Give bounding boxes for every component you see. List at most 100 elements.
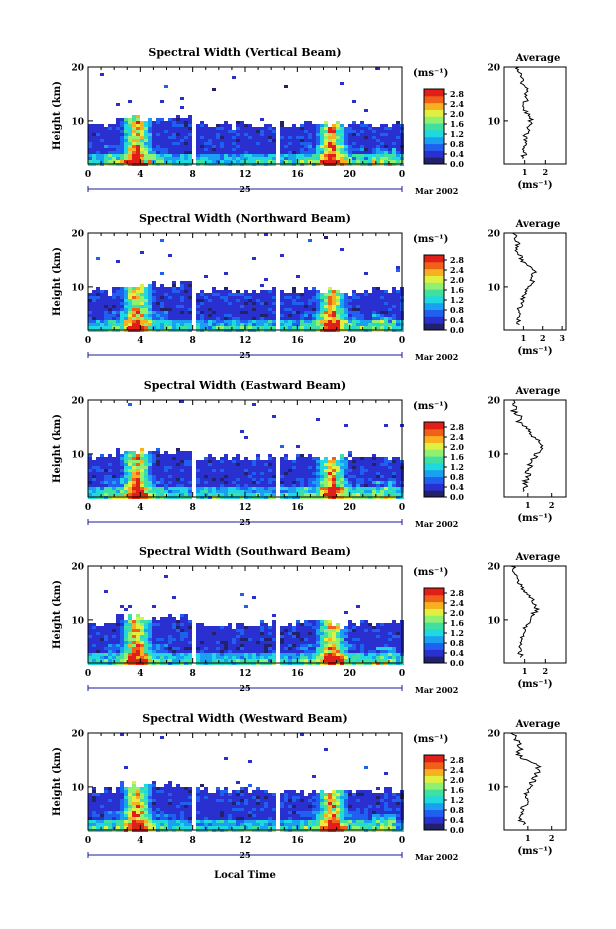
x-tick-label: 8 [190, 503, 196, 513]
colorbar-swatch [424, 282, 444, 290]
date-label: Mar 2002 [415, 352, 458, 362]
colorbar-tick-label: 2.0 [450, 608, 464, 618]
day-label: 25 [239, 350, 250, 360]
colorbar-swatch [424, 490, 444, 498]
colorbar-swatch [424, 755, 444, 763]
colorbar-swatch [424, 442, 444, 450]
colorbar-tick-label: 1.6 [450, 285, 464, 295]
x-tick-label: 8 [190, 336, 196, 346]
profile-frame [503, 399, 567, 498]
average-profile: Average 20 10 1 2 (ms⁻¹) [487, 719, 567, 857]
x-tick-label: 0 [399, 170, 405, 180]
y-tick-label: 20 [71, 563, 84, 573]
x-tick-label: 12 [239, 836, 252, 846]
colorbar-swatch [424, 323, 444, 331]
colorbar-tick-label: 0.0 [450, 492, 464, 502]
profile-x-tick-label: 2 [543, 167, 549, 177]
profile-x-tick-label: 1 [522, 666, 528, 676]
average-profile: Average 20 10 1 2 (ms⁻¹) [487, 53, 567, 191]
colorbar-tick-label: 0.0 [450, 825, 464, 835]
colorbar-swatch [424, 768, 444, 776]
heatmap-cells [88, 733, 404, 832]
colorbar-swatch [424, 422, 444, 430]
panel-title: Spectral Width (Vertical Beam) [148, 46, 341, 59]
colorbar-swatch [424, 635, 444, 644]
colorbar-swatch [424, 143, 444, 151]
x-tick-label: 4 [137, 170, 143, 180]
day-label: 25 [239, 517, 250, 527]
y-axis-label: Height (km) [52, 580, 63, 649]
colorbar-swatch [424, 594, 444, 603]
x-tick-label: 0 [85, 170, 91, 180]
profile-title: Average [515, 386, 561, 397]
x-tick-label: 4 [137, 336, 143, 346]
colorbar-swatch [424, 649, 444, 657]
colorbar-swatch [424, 588, 444, 596]
y-axis-label: Height (km) [52, 247, 63, 316]
colorbar-tick-label: 1.6 [450, 618, 464, 628]
y-tick-label: 10 [71, 783, 84, 793]
date-label: Mar 2002 [415, 852, 458, 862]
colorbar-swatch [424, 809, 444, 817]
colorbar-swatch [424, 316, 444, 324]
x-tick-label: 16 [291, 669, 304, 679]
y-axis-label: Height (km) [52, 747, 63, 816]
colorbar-tick-label: 2.0 [450, 109, 464, 119]
profile-y-tick-label: 10 [487, 450, 500, 460]
colorbar-swatch [424, 601, 444, 609]
profile-unit: (ms⁻¹) [517, 679, 552, 690]
y-tick-label: 20 [71, 64, 84, 74]
colorbar-swatch [424, 275, 444, 283]
colorbar-swatch [424, 157, 444, 165]
profile-title: Average [515, 719, 561, 730]
colorbar-swatch [424, 295, 444, 304]
colorbar-tick-label: 2.0 [450, 775, 464, 785]
panel-3: Spectral Width (Eastward Beam)2010Height… [52, 379, 567, 529]
panel-title: Spectral Width (Northward Beam) [139, 212, 351, 225]
colorbar-unit: (ms⁻¹) [413, 567, 448, 578]
x-tick-label: 0 [85, 836, 91, 846]
colorbar-tick-label: 0.4 [450, 482, 464, 492]
colorbar-tick-label: 0.4 [450, 815, 464, 825]
day-label: 25 [239, 683, 250, 693]
y-tick-label: 20 [71, 230, 84, 240]
colorbar-swatch [424, 476, 444, 484]
colorbar-swatch [424, 622, 444, 630]
colorbar-swatch [424, 816, 444, 824]
x-tick-label: 16 [291, 836, 304, 846]
x-tick-label: 0 [399, 669, 405, 679]
y-tick-label: 10 [71, 450, 84, 460]
colorbar-tick-label: 2.8 [450, 255, 464, 265]
x-tick-label: 16 [291, 336, 304, 346]
colorbar-unit: (ms⁻¹) [413, 401, 448, 412]
profile-x-tick-label: 2 [549, 500, 555, 510]
profile-x-tick-label: 1 [521, 333, 527, 343]
x-tick-label: 12 [239, 336, 252, 346]
colorbar-swatch [424, 435, 444, 443]
colorbar-swatch [424, 823, 444, 831]
profile-line [514, 66, 535, 159]
profile-x-tick-label: 2 [549, 833, 555, 843]
colorbar-swatch [424, 775, 444, 783]
colorbar-swatch [424, 89, 444, 97]
y-tick-label: 20 [71, 397, 84, 407]
x-tick-label: 16 [291, 170, 304, 180]
x-tick-label: 0 [399, 836, 405, 846]
x-axis-title: Local Time [214, 870, 276, 881]
colorbar-swatch [424, 615, 444, 623]
x-tick-label: 12 [239, 170, 252, 180]
profile-line [510, 565, 541, 658]
colorbar-tick-label: 0.8 [450, 139, 464, 149]
profile-unit: (ms⁻¹) [517, 180, 552, 191]
x-tick-label: 20 [343, 170, 356, 180]
average-profile: Average 20 10 1 2 (ms⁻¹) [487, 552, 567, 690]
colorbar-unit: (ms⁻¹) [413, 68, 448, 79]
colorbar-swatch [424, 789, 444, 797]
colorbar-swatch [424, 109, 444, 117]
profile-line [510, 399, 544, 492]
colorbar-swatch [424, 802, 444, 811]
colorbar-frame [423, 754, 445, 831]
colorbar-swatch [424, 268, 444, 276]
colorbar-unit: (ms⁻¹) [413, 734, 448, 745]
colorbar-tick-label: 2.4 [450, 432, 464, 442]
